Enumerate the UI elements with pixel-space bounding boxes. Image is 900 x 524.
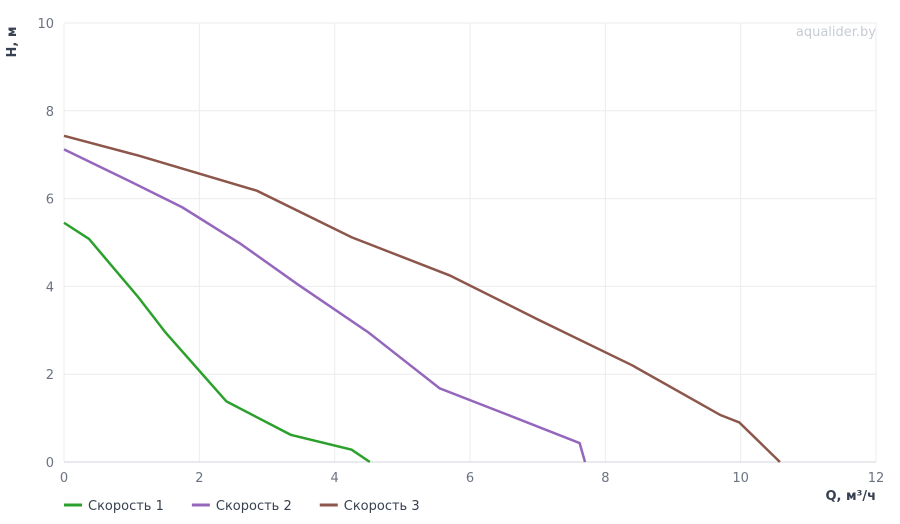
legend-label: Скорость 1: [88, 499, 164, 514]
x-tick-label: 6: [466, 471, 474, 486]
series-line: [63, 221, 371, 464]
x-axis-title: Q, м³/ч: [825, 489, 876, 504]
x-tick-label: 0: [60, 471, 68, 486]
x-tick-label: 2: [195, 471, 203, 486]
y-tick-label: 8: [46, 105, 54, 120]
x-tick-label: 8: [601, 471, 609, 486]
legend: Скорость 1 Скорость 2 Скорость 3: [64, 499, 420, 514]
series-line: [63, 148, 587, 463]
series-line: [63, 134, 781, 463]
legend-label: Скорость 2: [216, 499, 292, 514]
y-tick-label: 4: [46, 280, 54, 295]
y-tick-label: 6: [46, 193, 54, 208]
y-axis-title: H, м: [5, 27, 20, 58]
legend-label: Скорость 3: [344, 499, 420, 514]
y-tick-label: 2: [46, 368, 54, 383]
x-tick-label: 12: [868, 471, 885, 486]
y-tick-label: 10: [37, 17, 54, 32]
y-tick-label: 0: [46, 456, 54, 471]
x-tick-label: 10: [732, 471, 749, 486]
watermark: aqualider.by: [796, 25, 876, 40]
x-tick-label: 4: [331, 471, 339, 486]
